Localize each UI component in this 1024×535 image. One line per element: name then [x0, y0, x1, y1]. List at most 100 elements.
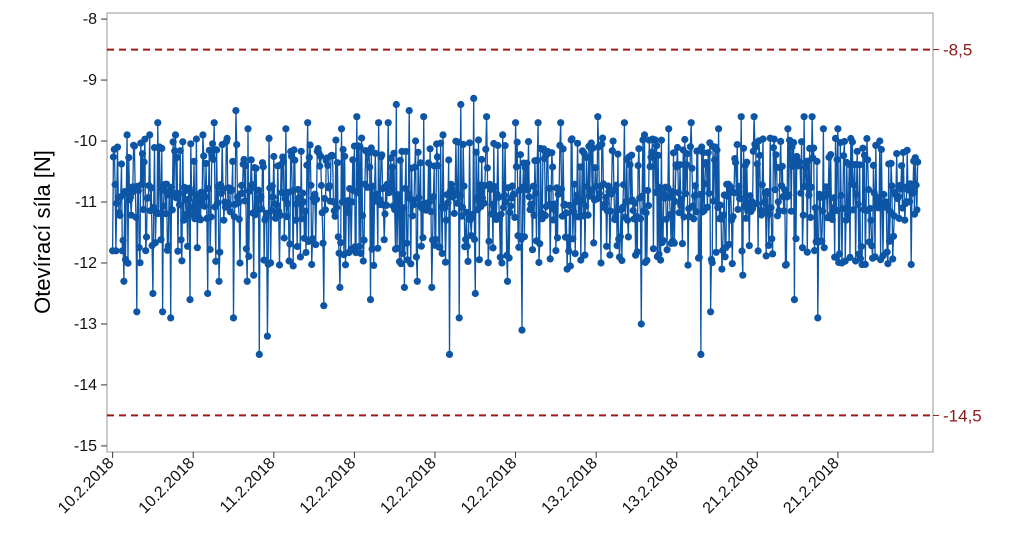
- data-point: [909, 189, 917, 197]
- data-point: [392, 100, 400, 109]
- data-point: [881, 198, 890, 206]
- data-point: [445, 350, 454, 358]
- data-point: [636, 215, 645, 223]
- data-point: [366, 163, 374, 171]
- data-point: [801, 182, 809, 191]
- data-point: [568, 135, 576, 143]
- data-point: [210, 119, 218, 127]
- data-point: [257, 192, 265, 201]
- data-point: [884, 260, 892, 268]
- data-point: [483, 113, 491, 121]
- data-point: [366, 296, 375, 304]
- data-point: [887, 159, 895, 167]
- data-point: [298, 215, 306, 223]
- data-point: [612, 181, 620, 189]
- data-point: [475, 256, 483, 264]
- data-point: [258, 205, 266, 213]
- data-point: [167, 183, 176, 191]
- data-point: [742, 214, 750, 222]
- data-point: [774, 198, 782, 206]
- data-point: [737, 113, 745, 121]
- data-point: [296, 253, 304, 261]
- data-point: [607, 207, 615, 215]
- data-point: [598, 140, 606, 148]
- data-point: [754, 247, 762, 255]
- data-point: [235, 215, 243, 223]
- data-point: [529, 182, 537, 190]
- plot-frame: [106, 12, 934, 453]
- data-point: [312, 195, 321, 203]
- data-point: [388, 163, 396, 171]
- data-point: [631, 199, 639, 207]
- data-point: [518, 326, 526, 334]
- data-point: [515, 243, 523, 251]
- data-point: [113, 199, 121, 207]
- data-point: [275, 261, 284, 269]
- data-point: [321, 206, 329, 214]
- x-axis: 10.2.2018 10.2.2018 11.2.2018 12.2.2018 12.2…: [55, 452, 843, 517]
- data-point: [371, 149, 379, 157]
- data-point: [436, 243, 444, 251]
- data-point: [662, 215, 670, 223]
- data-point: [732, 189, 741, 197]
- data-point: [317, 152, 325, 160]
- data-point: [528, 246, 537, 254]
- data-point: [288, 187, 296, 195]
- data-point: [470, 235, 479, 243]
- data-point: [332, 136, 340, 144]
- data-point: [541, 212, 550, 220]
- data-point: [363, 183, 371, 191]
- data-point: [395, 197, 403, 205]
- data-point: [516, 151, 525, 159]
- data-point: [505, 254, 513, 262]
- data-point: [292, 216, 300, 224]
- data-point: [690, 192, 699, 200]
- data-point: [523, 159, 531, 167]
- data-point: [270, 152, 278, 161]
- data-point: [118, 247, 126, 255]
- data-point: [132, 213, 140, 221]
- data-point: [796, 158, 804, 166]
- data-point: [151, 239, 159, 247]
- data-point: [140, 158, 148, 166]
- data-point: [425, 198, 433, 206]
- data-point: [160, 186, 168, 194]
- data-point: [665, 193, 674, 201]
- data-point: [738, 247, 746, 255]
- data-point: [797, 189, 805, 197]
- data-point: [252, 164, 260, 172]
- data-point: [337, 239, 345, 247]
- data-point: [811, 204, 819, 212]
- data-point: [753, 160, 761, 168]
- data-point: [565, 247, 573, 255]
- data-point: [408, 212, 416, 220]
- data-point: [432, 235, 440, 243]
- data-point: [716, 201, 724, 209]
- data-point: [400, 283, 408, 291]
- data-point: [888, 182, 896, 190]
- data-point: [303, 161, 311, 169]
- data-point: [508, 182, 516, 190]
- data-point: [413, 277, 421, 285]
- series-layer: [109, 94, 922, 358]
- data-point: [343, 208, 351, 216]
- data-point: [715, 125, 723, 133]
- data-point: [155, 209, 163, 218]
- data-point: [601, 200, 609, 208]
- data-point: [434, 162, 442, 170]
- data-point: [438, 249, 446, 257]
- data-point: [566, 201, 574, 209]
- x-tick-label: 10.2.2018: [136, 455, 198, 517]
- data-point: [456, 192, 464, 200]
- data-point: [380, 236, 388, 244]
- data-point: [336, 283, 344, 291]
- data-point: [133, 308, 141, 316]
- data-point: [835, 250, 844, 258]
- data-point: [488, 200, 496, 208]
- data-point: [146, 131, 154, 139]
- data-point: [135, 243, 143, 252]
- data-point: [767, 204, 775, 212]
- data-point: [232, 107, 240, 115]
